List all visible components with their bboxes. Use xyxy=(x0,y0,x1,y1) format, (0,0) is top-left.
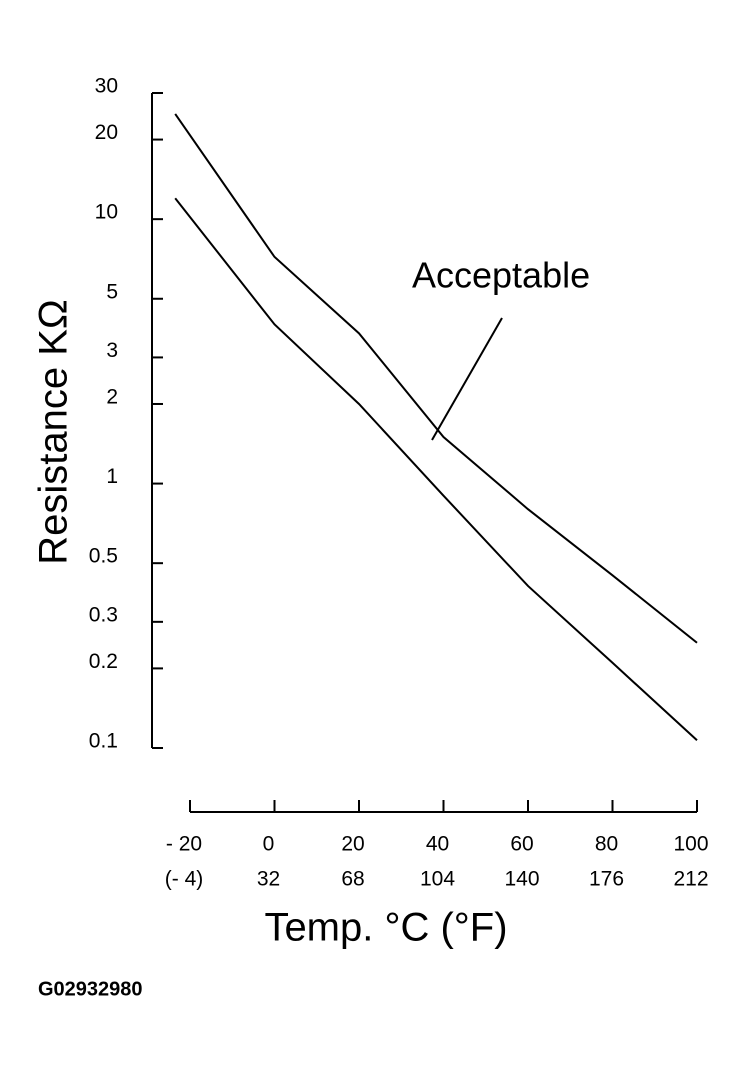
x-tick-label-f: 140 xyxy=(504,868,539,891)
y-tick-label: 3 xyxy=(106,339,118,362)
y-tick-label: 30 xyxy=(95,75,118,98)
annotation: Acceptable xyxy=(412,255,590,296)
x-tick-label: 0 xyxy=(263,833,275,856)
y-tick-label: 20 xyxy=(95,121,118,144)
y-tick-label: 10 xyxy=(95,201,118,224)
y-tick-label: 0.1 xyxy=(89,730,118,753)
x-tick-label: 40 xyxy=(426,833,449,856)
curve xyxy=(174,197,698,741)
x-tick-label: 100 xyxy=(673,833,708,856)
x-tick-label-f: 68 xyxy=(341,868,364,891)
y-tick-label: 5 xyxy=(106,280,118,303)
x-axis-label: Temp. °C (°F) xyxy=(264,906,507,950)
y-tick-label: 0.3 xyxy=(89,603,118,626)
y-tick-label: 0.5 xyxy=(89,545,118,568)
x-tick-label-f: 104 xyxy=(420,868,455,891)
x-tick-label: 80 xyxy=(595,833,618,856)
y-axis-label: Resistance KΩ xyxy=(32,299,76,565)
y-tick-label: 0.2 xyxy=(89,650,118,673)
curve xyxy=(174,113,698,644)
figure-id: G02932980 xyxy=(38,978,143,1000)
x-tick-label-f: 32 xyxy=(257,868,280,891)
x-tick-label-f: 212 xyxy=(673,868,708,891)
x-tick-label-f: 176 xyxy=(589,868,624,891)
annotation-pointer xyxy=(431,317,503,441)
x-tick-label-f: (- 4) xyxy=(165,868,204,891)
y-tick-label: 2 xyxy=(106,386,118,409)
y-tick-label: 1 xyxy=(106,465,118,488)
x-tick-label: 20 xyxy=(341,833,364,856)
x-tick-label: - 20 xyxy=(166,833,202,856)
x-tick-label: 60 xyxy=(510,833,533,856)
